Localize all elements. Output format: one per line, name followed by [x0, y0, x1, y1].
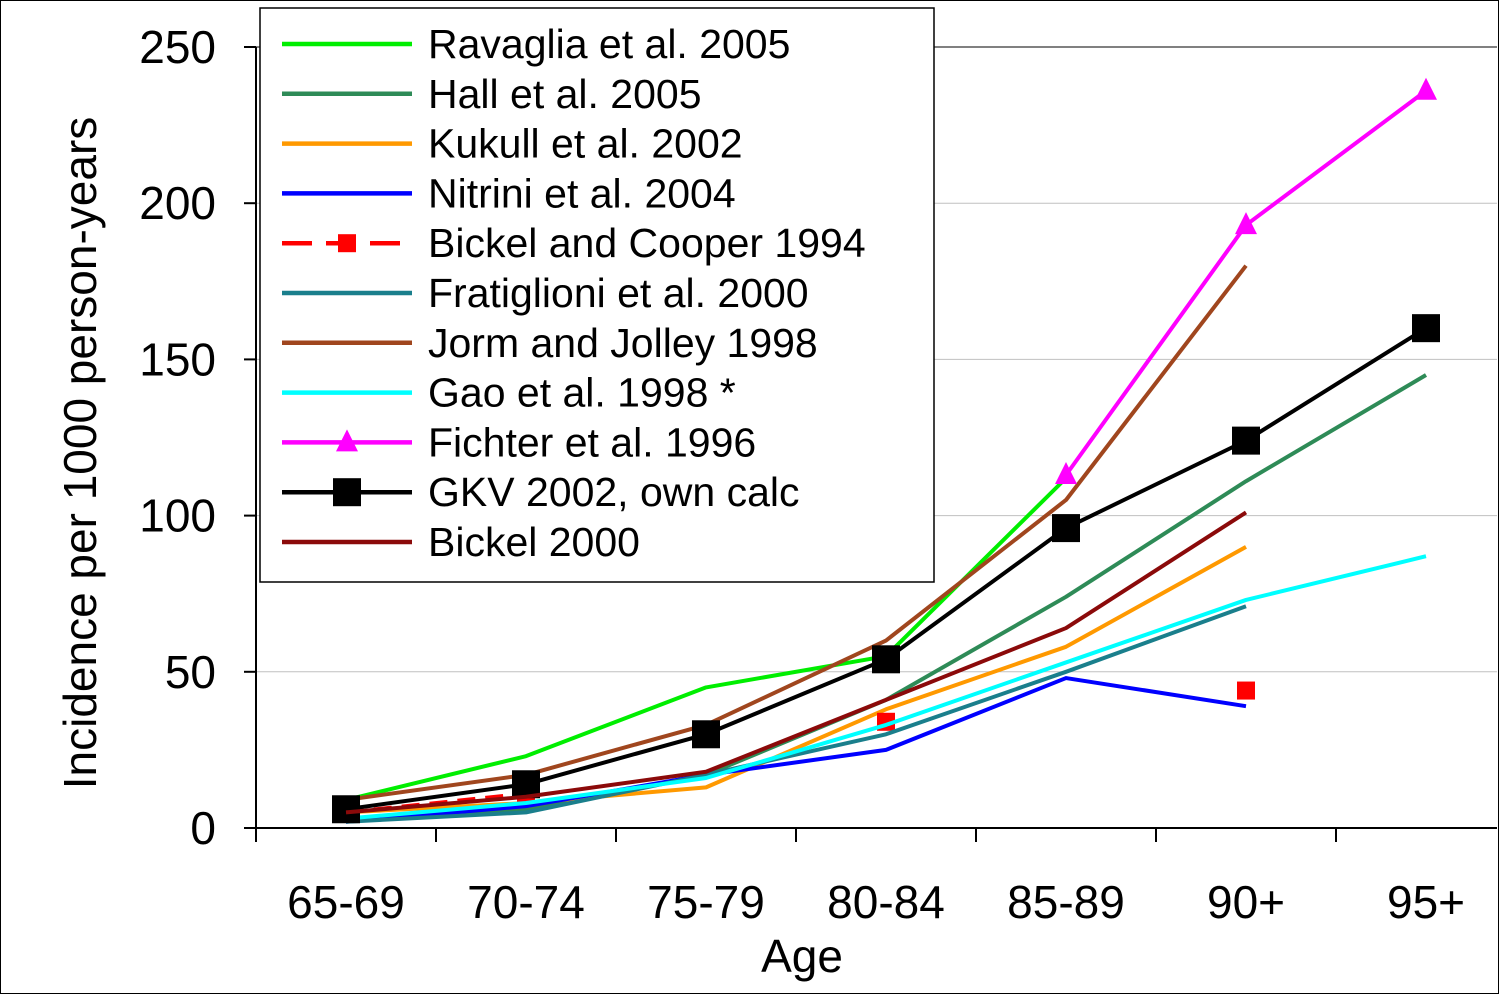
data-point-square — [692, 720, 720, 749]
axes — [255, 47, 1497, 829]
series-fratiglioni-et-al-2000 — [345, 604, 1247, 824]
legend-item: Gao et al. 1998 * — [282, 370, 736, 416]
series-line — [345, 476, 1068, 802]
legend-label: Hall et al. 2005 — [428, 71, 702, 117]
series-kukull-et-al-2002 — [345, 545, 1247, 815]
y-tick-label: 150 — [139, 333, 216, 385]
x-axis-label: Age — [761, 930, 843, 982]
legend-item: Bickel and Cooper 1994 — [282, 220, 866, 266]
data-point-triangle — [1415, 77, 1437, 100]
legend-item: Fratiglioni et al. 2000 — [282, 270, 809, 316]
legend-item: Hall et al. 2005 — [282, 71, 702, 117]
series-jorm-and-jolley-1998 — [345, 264, 1248, 802]
legend-item: GKV 2002, own calc — [282, 469, 799, 515]
y-tick-label: 50 — [165, 646, 216, 698]
x-tick-label: 80-84 — [827, 876, 945, 928]
x-ticks: 65-69 70-74 75-79 80-84 85-89 90+ 95+ — [255, 828, 1465, 928]
series-line — [345, 676, 1247, 824]
x-tick-label: 65-69 — [287, 876, 405, 928]
y-tick-label: 250 — [139, 21, 216, 73]
legend-label: Bickel 2000 — [428, 519, 640, 565]
data-point-triangle — [1235, 212, 1257, 235]
data-point-square — [332, 795, 360, 824]
y-tick-label: 200 — [139, 177, 216, 229]
series-fichter-et-al-1996 — [1055, 77, 1437, 484]
legend-label: Kukull et al. 2002 — [428, 121, 743, 167]
data-point-square — [872, 645, 900, 674]
legend-label: Fichter et al. 1996 — [428, 419, 756, 465]
series-bickel-2000 — [345, 510, 1248, 815]
series-line — [345, 264, 1248, 802]
data-point-square — [333, 478, 361, 507]
data-point-square — [1052, 514, 1080, 543]
legend-item: Bickel 2000 — [282, 519, 640, 565]
legend-item: Fichter et al. 1996 — [282, 419, 756, 465]
series-line — [345, 554, 1427, 821]
x-tick-label: 70-74 — [467, 876, 585, 928]
series-line — [345, 510, 1248, 815]
legend-item: Ravaglia et al. 2005 — [282, 21, 790, 67]
x-tick-label: 75-79 — [647, 876, 765, 928]
data-point-square — [1412, 314, 1440, 343]
data-point-square — [1237, 681, 1255, 700]
x-tick-label: 85-89 — [1007, 876, 1125, 928]
series-line — [345, 545, 1247, 815]
series-line — [1064, 89, 1428, 477]
data-point-square — [338, 234, 356, 253]
series-gao-et-al-1998 — [345, 554, 1427, 821]
legend-label: GKV 2002, own calc — [428, 469, 799, 515]
x-tick-label: 95+ — [1387, 876, 1465, 928]
data-point-triangle — [1055, 461, 1077, 484]
y-ticks: 0 50 100 150 200 250 — [139, 21, 256, 854]
legend-label: Jorm and Jolley 1998 — [428, 320, 818, 366]
legend-item: Kukull et al. 2002 — [282, 121, 743, 167]
y-tick-label: 100 — [139, 490, 216, 542]
legend-label: Fratiglioni et al. 2000 — [428, 270, 809, 316]
y-axis-label: Incidence per 1000 person-years — [54, 117, 106, 790]
legend-item: Nitrini et al. 2004 — [282, 170, 736, 216]
data-point-square — [1232, 426, 1260, 455]
y-tick-label: 0 — [190, 802, 216, 854]
series-nitrini-et-al-2004 — [345, 676, 1247, 824]
series-lines — [332, 77, 1440, 824]
legend-label: Ravaglia et al. 2005 — [428, 21, 790, 67]
series-ravaglia-et-al-2005 — [345, 476, 1068, 802]
legend-label: Nitrini et al. 2004 — [428, 170, 736, 216]
x-tick-label: 90+ — [1207, 876, 1285, 928]
legend-label: Gao et al. 1998 * — [428, 370, 736, 416]
data-point-triangle — [336, 429, 358, 452]
legend-label: Bickel and Cooper 1994 — [428, 220, 866, 266]
series-line — [345, 604, 1247, 824]
legend-item: Jorm and Jolley 1998 — [282, 320, 818, 366]
